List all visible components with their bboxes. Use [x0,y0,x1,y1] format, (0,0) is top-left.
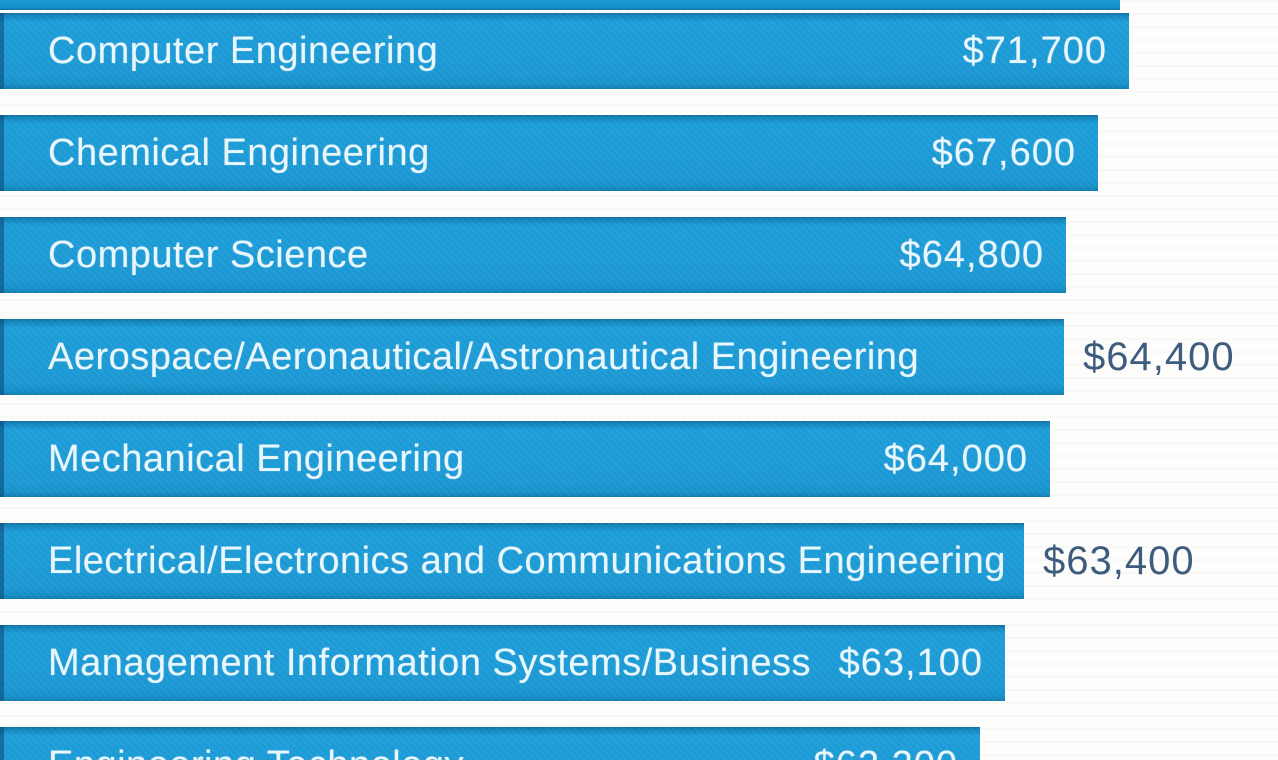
bar-value: $63,100 [838,641,983,684]
bar-value: $64,000 [883,437,1028,480]
bar-value: $67,600 [931,131,1076,174]
bar-label: Management Information Systems/Business [48,641,811,684]
bar-row: Chemical Engineering $67,600 [0,115,1278,191]
bar-row: Computer Engineering $71,700 [0,13,1278,89]
bar-computer-engineering: Computer Engineering $71,700 [0,13,1129,89]
bar-row: Engineering Technology $62,200 [0,727,1278,760]
bar-row: Computer Science $64,800 [0,217,1278,293]
bar-value: $64,800 [899,233,1044,276]
bar-value: $64,400 [1083,334,1235,379]
bar-label: Chemical Engineering [48,131,430,174]
bar-mechanical-engineering: Mechanical Engineering $64,000 [0,421,1050,497]
bar-label: Electrical/Electronics and Communication… [48,539,1006,582]
cropped-bar-top [0,0,1120,10]
bar-management-information-systems: Management Information Systems/Business … [0,625,1005,701]
bar-label: Engineering Technology [48,744,464,760]
bar-value: $71,700 [962,29,1107,72]
bar-row: Aerospace/Aeronautical/Astronautical Eng… [0,319,1278,395]
bar-row: Mechanical Engineering $64,000 [0,421,1278,497]
bar-label: Mechanical Engineering [48,437,465,480]
bar-label: Aerospace/Aeronautical/Astronautical Eng… [48,335,920,378]
bar-label: Computer Science [48,233,369,276]
bar-computer-science: Computer Science $64,800 [0,217,1066,293]
bar-aerospace-engineering: Aerospace/Aeronautical/Astronautical Eng… [0,319,1064,395]
bar-row: Management Information Systems/Business … [0,625,1278,701]
bar-label: Computer Engineering [48,29,439,72]
bar-value: $62,200 [814,744,958,760]
bar-chemical-engineering: Chemical Engineering $67,600 [0,115,1098,191]
bar-row: Electrical/Electronics and Communication… [0,523,1278,599]
bar-engineering-technology: Engineering Technology $62,200 [0,727,980,760]
bar-electrical-engineering: Electrical/Electronics and Communication… [0,523,1024,599]
bar-value: $63,400 [1043,538,1195,583]
